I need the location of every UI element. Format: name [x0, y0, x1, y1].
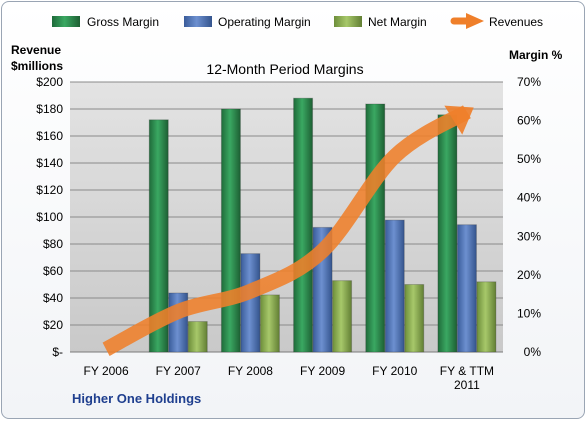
left-tick-label: $80 [43, 237, 63, 251]
right-axis-title: Margin % [509, 48, 563, 62]
x-tick-label: FY & TTM [440, 364, 494, 378]
left-tick-label: $160 [36, 129, 63, 143]
bar-net-margin [404, 284, 425, 353]
left-tick-label: $60 [43, 264, 63, 278]
right-tick-label: 70% [517, 75, 541, 89]
tick-labels: $- $20 $40 $60 $80 $100 $120 $140 $160 $180 $200 0%… [36, 75, 541, 392]
left-axis-title-line-1: Revenue [11, 43, 61, 57]
bar-gross-margin [148, 119, 169, 353]
x-tick-label: FY 2008 [228, 364, 273, 378]
bar-gross-margin [293, 97, 314, 353]
right-tick-label: 30% [517, 229, 541, 243]
bar-gross-margin [437, 114, 458, 353]
grid-lines [70, 81, 503, 353]
x-tick-label: 2011 [454, 378, 480, 392]
right-tick-label: 20% [517, 268, 541, 282]
revenue-line-layer [102, 105, 474, 356]
left-tick-label: $120 [36, 183, 63, 197]
x-tick-label: FY 2010 [372, 364, 417, 378]
left-tick-label: $140 [36, 156, 63, 170]
legend-label-gross-margin: Gross Margin [87, 15, 159, 29]
bar-gross-margin [220, 108, 241, 353]
legend-swatch-revenues [450, 13, 484, 29]
bar-operating-margin [240, 253, 261, 353]
legend-swatch-net-margin [334, 16, 362, 27]
right-tick-label: 10% [517, 306, 541, 320]
chart-title: 12-Month Period Margins [206, 61, 363, 77]
bar-net-margin [259, 294, 280, 353]
legend-swatch-gross-margin [52, 16, 80, 27]
left-tick-label: $200 [36, 75, 63, 89]
legend: Gross Margin Operating Margin Net Margin… [52, 13, 543, 29]
legend-label-revenues: Revenues [489, 15, 543, 29]
left-tick-label: $40 [43, 291, 63, 305]
revenue-arrowhead [444, 105, 474, 135]
legend-label-net-margin: Net Margin [368, 15, 427, 29]
bar-net-margin [476, 281, 497, 353]
left-axis-title-line-2: $millions [11, 59, 63, 73]
x-tick-label: FY 2007 [156, 364, 201, 378]
right-tick-label: 40% [517, 191, 541, 205]
right-tick-label: 0% [524, 345, 542, 359]
right-tick-label: 60% [517, 114, 541, 128]
revenue-line [102, 105, 471, 356]
left-tick-label: $- [52, 345, 63, 359]
left-tick-label: $180 [36, 102, 63, 116]
bar-gross-margin [365, 103, 386, 353]
bar-operating-margin [384, 219, 405, 353]
right-tick-label: 50% [517, 152, 541, 166]
x-tick-label: FY 2006 [84, 364, 129, 378]
company-name: Higher One Holdings [72, 391, 201, 406]
x-tick-label: FY 2009 [300, 364, 345, 378]
bar-operating-margin [456, 224, 477, 353]
left-tick-label: $20 [43, 318, 63, 332]
left-tick-label: $100 [36, 210, 63, 224]
bar-net-margin [332, 280, 353, 353]
bar-net-margin [187, 321, 208, 353]
legend-label-operating-margin: Operating Margin [218, 15, 311, 29]
legend-swatch-operating-margin [184, 16, 212, 27]
